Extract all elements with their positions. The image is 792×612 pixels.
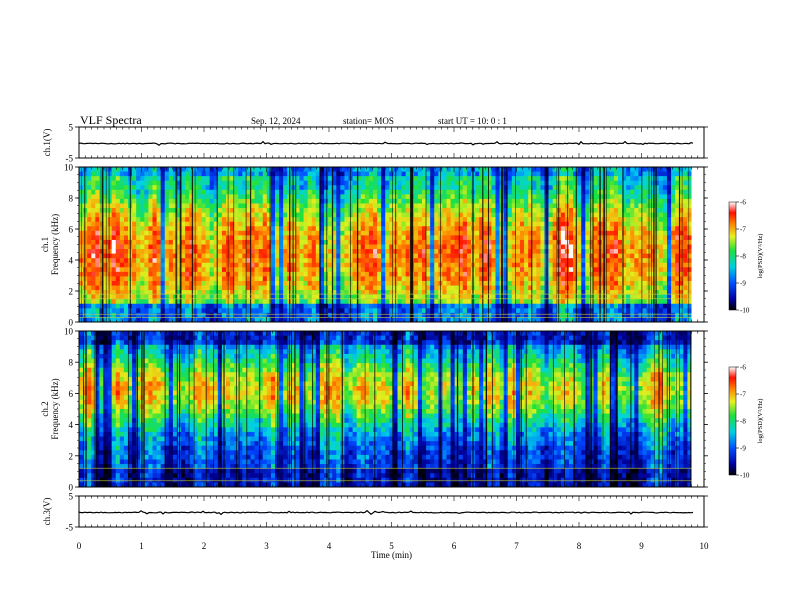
y-tick-label: 0	[69, 483, 74, 493]
colorbar-label: log(PSD)(V²/Hz)	[757, 234, 764, 279]
colorbar-tick-label: -7	[740, 226, 746, 234]
x-tick-label: 8	[577, 541, 582, 551]
colorbar-tick-label: -8	[740, 253, 746, 261]
y-axis-label: ch.3(V)	[42, 498, 52, 526]
ch1-waveform-trace	[78, 140, 694, 147]
y-tick-label: 10	[64, 327, 74, 337]
ch1-spectrogram-heatmap	[79, 167, 704, 323]
y-tick-label: -5	[66, 523, 74, 533]
x-tick-label: 2	[202, 541, 207, 551]
ch3-waveform-trace	[78, 509, 694, 516]
y-tick-label: 4	[69, 256, 74, 266]
x-tick-label: 9	[639, 541, 644, 551]
ch1-waveform-axes: 5 -5 ch.1(V)	[42, 123, 708, 164]
no-data-area	[691, 331, 704, 487]
colorbar-2: -6 -7 -8 -9 -10 log(PSD)(V²/Hz)	[728, 364, 764, 480]
y-tick-label: 4	[69, 420, 74, 430]
y-tick-label: 5	[69, 123, 74, 133]
y-axis-label: ch.1	[40, 237, 50, 252]
y-tick-label: -5	[66, 154, 74, 164]
y-tick-label: 8	[69, 358, 74, 368]
y-axis-label: ch.2	[40, 401, 50, 416]
y-axis-label: Frequency (kHz)	[50, 214, 60, 275]
colorbar-label: log(PSD)(V²/Hz)	[757, 399, 764, 444]
colorbar-1: -6 -7 -8 -9 -10 log(PSD)(V²/Hz)	[728, 199, 764, 315]
x-tick-label: 0	[77, 541, 82, 551]
ch2-spectrogram-axes: 0 2 4 6 8 10 ch.2 Frequency (kHz)	[40, 327, 708, 493]
colorbar-gradient	[728, 366, 737, 476]
y-tick-label: 6	[69, 389, 74, 399]
x-tick-label: 6	[452, 541, 457, 551]
colorbar-tick-label: -9	[740, 445, 746, 453]
y-tick-label: 8	[69, 194, 74, 204]
y-tick-label: 2	[69, 287, 74, 297]
colorbar-tick-label: -10	[740, 307, 750, 315]
x-tick-label: 5	[389, 541, 394, 551]
y-tick-label: 6	[69, 225, 74, 235]
colorbar-tick-label: -9	[740, 280, 746, 288]
colorbar-tick-label: -10	[740, 472, 750, 480]
y-tick-label: 0	[69, 318, 74, 328]
ch1-spectrogram-axes: 0 2 4 6 8 10 ch.1 Frequency (kHz)	[40, 163, 708, 328]
x-axis: 0 1 2 3 4 5 6 7 8 9 10 Time (min)	[77, 541, 709, 560]
colorbar-gradient	[728, 201, 737, 311]
x-tick-label: 3	[264, 541, 269, 551]
x-tick-label: 10	[700, 541, 710, 551]
y-tick-label: 5	[69, 492, 74, 502]
x-tick-label: 1	[139, 541, 144, 551]
x-axis-label: Time (min)	[371, 550, 412, 560]
ch3-waveform-axes: 5 -5 ch.3(V)	[42, 492, 708, 533]
figure-title: VLF Spectra	[80, 113, 142, 127]
colorbar-tick-label: -8	[740, 418, 746, 426]
date-label: Sep. 12, 2024	[251, 116, 301, 126]
colorbar-tick-label: -6	[740, 199, 746, 207]
y-tick-label: 10	[64, 163, 74, 173]
colorbar-tick-label: -7	[740, 391, 746, 399]
ch2-spectrogram-heatmap	[79, 331, 704, 488]
start-time-label: start UT = 10: 0 : 1	[438, 116, 507, 126]
colorbar-tick-label: -6	[740, 364, 746, 372]
x-tick-label: 7	[514, 541, 519, 551]
station-label: station= MOS	[343, 116, 394, 126]
y-axis-label: Frequency (kHz)	[50, 378, 60, 439]
waveform-line	[78, 140, 694, 147]
y-tick-label: 2	[69, 451, 74, 461]
y-axis-label: ch.1(V)	[42, 129, 52, 157]
x-tick-label: 4	[327, 541, 332, 551]
waveform-line	[78, 509, 694, 516]
no-data-area	[691, 167, 704, 322]
